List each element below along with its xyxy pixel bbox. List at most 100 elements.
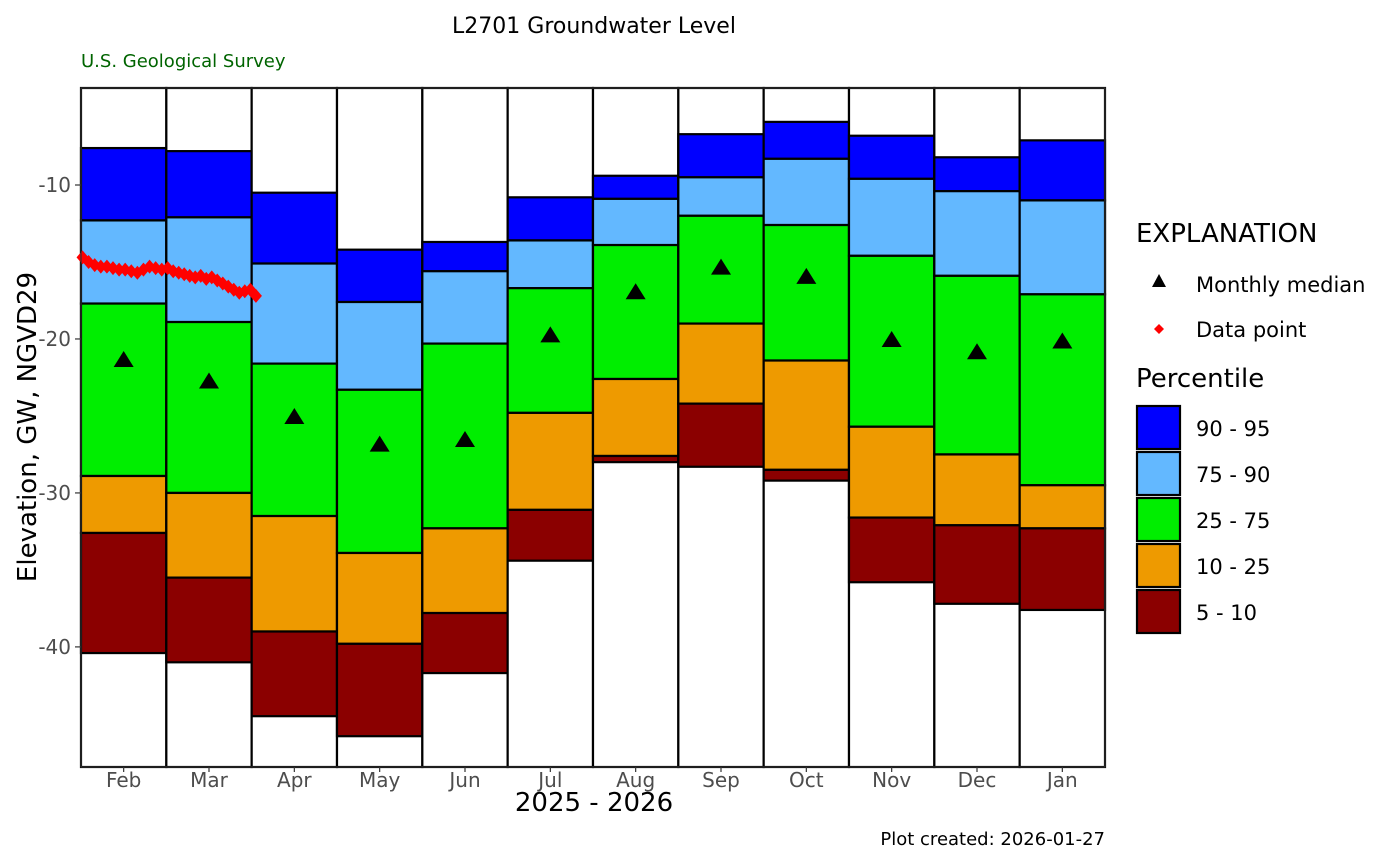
legend-key-swatch bbox=[1135, 404, 1182, 451]
band-75-90-aug bbox=[591, 197, 680, 247]
median-marker-jun bbox=[455, 431, 475, 448]
band-10-25-nov bbox=[847, 425, 936, 519]
legend-data-point-marker bbox=[1154, 324, 1164, 334]
legend-key-swatch bbox=[1135, 542, 1182, 589]
band-90-95-jul bbox=[506, 196, 595, 242]
band-25-75-dec bbox=[933, 274, 1021, 456]
band-10-25-jan bbox=[1018, 484, 1107, 530]
band-10-25-feb bbox=[79, 474, 168, 535]
median-marker-apr bbox=[284, 407, 305, 424]
y-tick-label: -10 bbox=[38, 173, 71, 197]
median-marker-oct bbox=[796, 267, 817, 284]
legend-median-marker bbox=[1152, 274, 1166, 287]
band-25-75-apr bbox=[250, 362, 339, 518]
y-axis-ticks: -10 -20 -30 -40 bbox=[38, 173, 81, 659]
band-25-75-jan bbox=[1018, 293, 1107, 487]
band-25-75-jul bbox=[506, 287, 595, 414]
band-90-95-may bbox=[335, 248, 424, 304]
band-90-95-sep bbox=[677, 133, 765, 179]
band-5-10-nov bbox=[847, 516, 936, 584]
band-90-95-oct bbox=[762, 120, 851, 160]
x-tick-label: Jan bbox=[1045, 768, 1078, 792]
legend-key-label: 75 - 90 bbox=[1196, 463, 1270, 487]
band-5-10-aug bbox=[591, 454, 680, 464]
chart-subtitle: U.S. Geological Survey bbox=[81, 51, 286, 72]
legend-title: EXPLANATION bbox=[1136, 219, 1317, 249]
x-tick-label: Jun bbox=[447, 768, 480, 792]
x-tick-label: Apr bbox=[277, 768, 312, 792]
band-90-95-jun bbox=[421, 240, 509, 273]
median-markers bbox=[113, 258, 1073, 452]
x-axis-ticks: Feb Mar Apr May Jun Jul Aug Sep Oct Nov Dec Jan bbox=[106, 767, 1078, 792]
band-10-25-jun bbox=[421, 527, 509, 615]
legend-key-swatch bbox=[1135, 588, 1182, 635]
percentile-boxes bbox=[79, 86, 1107, 769]
median-marker-jan bbox=[1052, 332, 1073, 349]
median-marker-sep bbox=[711, 258, 731, 275]
band-10-25-jul bbox=[506, 411, 595, 511]
band-10-25-mar bbox=[165, 491, 253, 579]
band-5-10-oct bbox=[762, 468, 851, 482]
band-5-10-dec bbox=[933, 524, 1021, 605]
band-25-75-may bbox=[335, 388, 424, 555]
data-point bbox=[249, 288, 262, 303]
x-tick-label: Aug bbox=[616, 768, 655, 792]
band-5-10-feb bbox=[79, 531, 168, 655]
band-10-25-dec bbox=[933, 453, 1021, 527]
band-75-90-jan bbox=[1018, 199, 1107, 296]
x-tick-label: Nov bbox=[872, 768, 911, 792]
legend-key-label: 90 - 95 bbox=[1196, 417, 1270, 441]
median-marker-feb bbox=[113, 350, 134, 367]
band-5-10-apr bbox=[250, 630, 339, 718]
median-marker-dec bbox=[967, 343, 987, 360]
legend: EXPLANATION Monthly median Data point Pe… bbox=[1135, 219, 1365, 635]
band-90-95-nov bbox=[847, 134, 936, 180]
data-point bbox=[113, 262, 126, 277]
legend-key-swatch bbox=[1135, 496, 1182, 543]
legend-percentile-keys: 90 - 95 75 - 90 25 - 75 10 - 25 5 - 10 bbox=[1135, 404, 1270, 635]
band-10-25-apr bbox=[250, 514, 339, 633]
plot-created-caption: Plot created: 2026-01-27 bbox=[880, 829, 1105, 850]
band-90-95-mar bbox=[165, 150, 253, 219]
band-25-75-oct bbox=[762, 223, 851, 362]
band-25-75-aug bbox=[591, 243, 680, 381]
x-tick-label: Dec bbox=[958, 768, 997, 792]
band-10-25-sep bbox=[677, 322, 765, 405]
band-75-90-jun bbox=[421, 270, 509, 345]
legend-percentile-title: Percentile bbox=[1136, 364, 1264, 394]
y-tick-label: -30 bbox=[38, 481, 71, 505]
band-75-90-jul bbox=[506, 239, 595, 290]
band-75-90-nov bbox=[847, 177, 936, 257]
band-25-75-jun bbox=[421, 342, 509, 530]
median-marker-jul bbox=[540, 326, 561, 343]
band-90-95-aug bbox=[591, 174, 680, 200]
y-tick-label: -40 bbox=[38, 635, 71, 659]
band-10-25-may bbox=[335, 551, 424, 645]
band-75-90-sep bbox=[677, 176, 765, 217]
band-5-10-mar bbox=[165, 576, 253, 664]
band-5-10-jul bbox=[506, 508, 595, 562]
y-tick-label: -20 bbox=[38, 327, 71, 351]
x-tick-label: Mar bbox=[190, 768, 229, 792]
legend-key-swatch bbox=[1135, 450, 1182, 497]
data-point bbox=[94, 259, 107, 274]
median-marker-nov bbox=[881, 330, 902, 347]
band-75-90-may bbox=[335, 300, 424, 391]
band-25-75-mar bbox=[165, 320, 253, 495]
x-tick-label: May bbox=[359, 768, 401, 792]
band-90-95-dec bbox=[933, 156, 1021, 193]
band-25-75-feb bbox=[79, 302, 168, 478]
band-10-25-oct bbox=[762, 359, 851, 471]
median-marker-may bbox=[369, 435, 390, 452]
x-tick-label: Feb bbox=[106, 768, 141, 792]
band-5-10-may bbox=[335, 642, 424, 738]
band-90-95-apr bbox=[250, 191, 339, 265]
y-axis-title: Elevation, GW, NGVD29 bbox=[13, 272, 43, 582]
data-points bbox=[76, 250, 262, 303]
band-75-90-apr bbox=[250, 262, 339, 365]
band-75-90-dec bbox=[933, 190, 1021, 277]
legend-key-label: 10 - 25 bbox=[1196, 555, 1270, 579]
median-marker-aug bbox=[625, 283, 646, 300]
band-5-10-sep bbox=[677, 402, 765, 468]
